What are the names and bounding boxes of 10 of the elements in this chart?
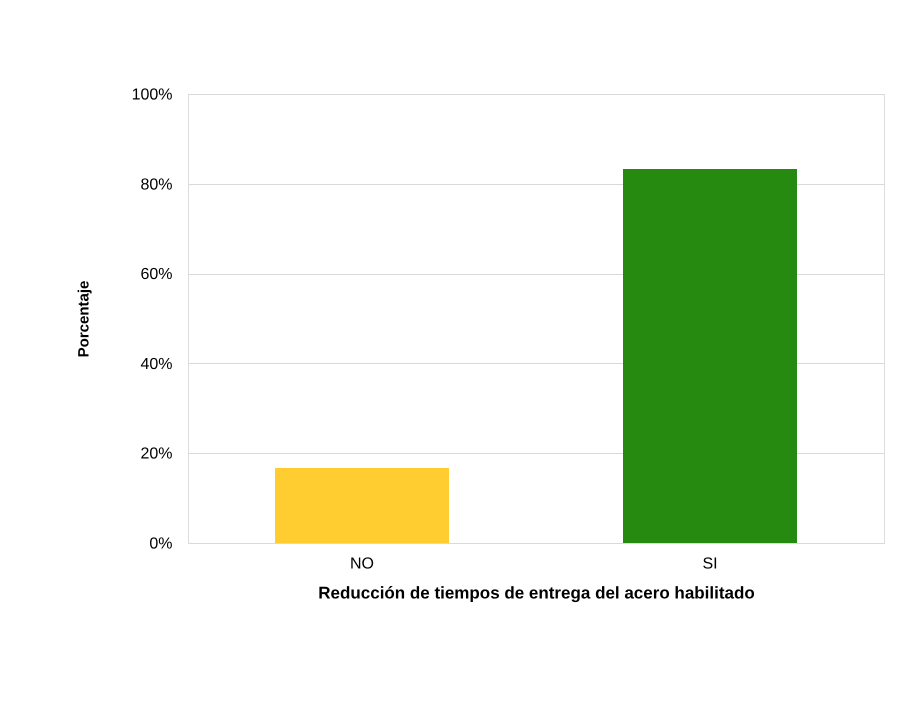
- y-axis-title: Porcentaje: [76, 280, 93, 358]
- x-tick-label: SI: [702, 556, 718, 572]
- y-tick-label: 0%: [149, 536, 172, 552]
- y-tick-label: 40%: [140, 356, 172, 373]
- y-tick-label: 60%: [140, 266, 172, 284]
- y-tick-label: 20%: [140, 446, 172, 463]
- x-tick-label: NO: [350, 556, 374, 572]
- y-tick-label: 100%: [132, 86, 172, 104]
- y-tick-label: 80%: [140, 176, 172, 194]
- x-axis-title: Reducción de tiempos de entrega del acero habilitado: [318, 584, 755, 602]
